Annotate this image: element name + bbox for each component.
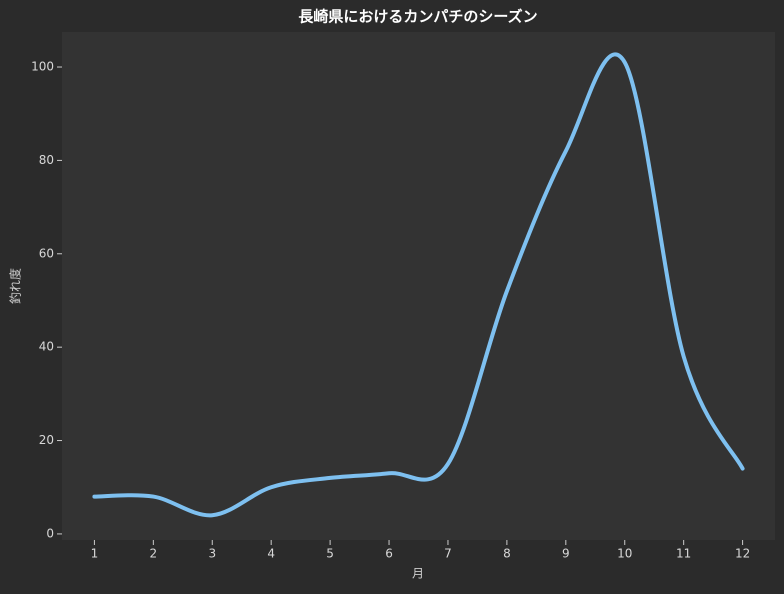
y-tick-label: 40 (39, 340, 54, 354)
y-tick-label: 0 (46, 526, 54, 540)
y-axis-label: 釣れ度 (8, 268, 23, 304)
x-tick-label: 5 (326, 547, 334, 561)
y-tick-label: 60 (39, 246, 54, 260)
plot-area (62, 32, 775, 540)
x-tick-label: 11 (676, 547, 691, 561)
line (92, 52, 745, 518)
x-tick-label: 7 (444, 547, 452, 561)
x-tick-label: 8 (503, 547, 511, 561)
y-tick-label: 20 (39, 433, 54, 447)
x-tick-label: 3 (208, 547, 216, 561)
x-tick-label: 4 (267, 547, 275, 561)
x-tick-label: 10 (617, 547, 632, 561)
y-tick-label: 80 (39, 153, 54, 167)
x-tick-label: 2 (150, 547, 158, 561)
x-tick-label: 12 (735, 547, 750, 561)
x-axis-label: 月 (412, 567, 424, 581)
x-tick-label: 6 (385, 547, 393, 561)
chart-title: 長崎県におけるカンパチのシーズン (298, 8, 537, 26)
y-tick-label: 100 (31, 60, 54, 74)
x-tick-label: 9 (562, 547, 570, 561)
x-tick-label: 1 (91, 547, 99, 561)
